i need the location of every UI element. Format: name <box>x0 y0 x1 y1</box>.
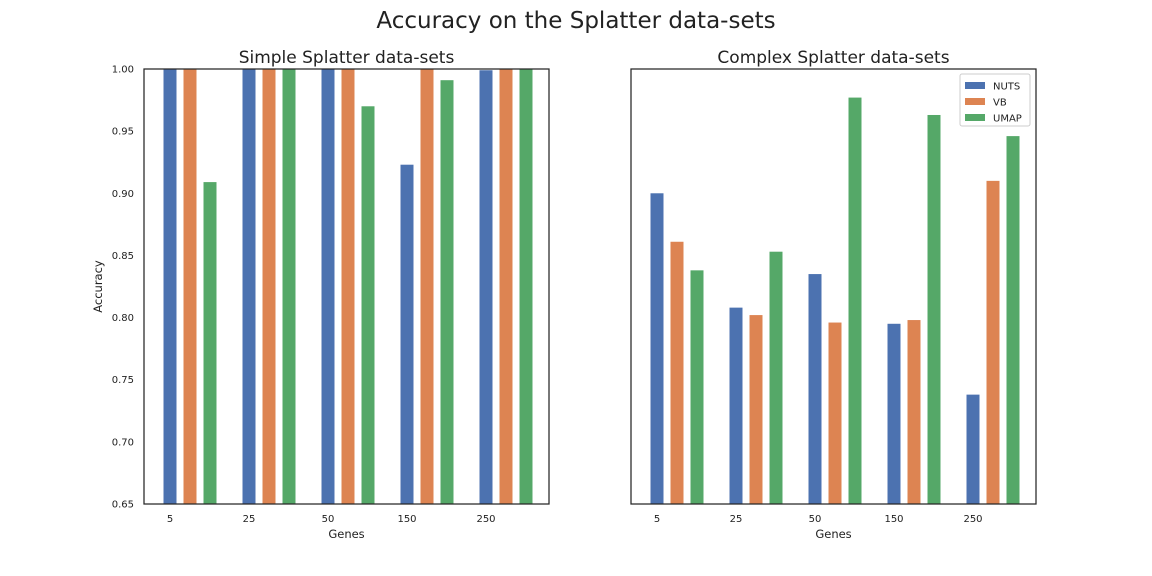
bar-umap-250 <box>1006 136 1020 504</box>
x-tick-label-250: 250 <box>476 514 495 525</box>
bar-nuts-250 <box>966 394 980 504</box>
x-tick-label-5: 5 <box>654 514 660 525</box>
bar-umap-250 <box>519 69 533 504</box>
y-tick-label: 0.80 <box>112 313 134 324</box>
bar-umap-5 <box>690 270 704 504</box>
chart-title: Complex Splatter data-sets <box>717 48 949 68</box>
y-tick-label: 1.00 <box>112 65 134 76</box>
bar-vb-50 <box>341 69 355 504</box>
bar-umap-25 <box>769 251 783 504</box>
y-tick-label: 0.75 <box>112 375 134 386</box>
bar-vb-25 <box>262 69 276 504</box>
bar-umap-50 <box>848 97 862 504</box>
axes-frame <box>143 68 550 505</box>
legend-swatch-vb <box>965 98 985 105</box>
x-tick-label-50: 50 <box>322 514 335 525</box>
bar-nuts-150 <box>887 323 901 504</box>
bar-nuts-5 <box>650 193 664 505</box>
x-axis-label: Genes <box>328 527 364 541</box>
legend-label-nuts: NUTS <box>993 82 1020 93</box>
y-tick-label: 0.90 <box>112 189 134 200</box>
x-tick-label-150: 150 <box>884 514 903 525</box>
chart-title: Simple Splatter data-sets <box>239 48 455 68</box>
x-tick-label-25: 25 <box>243 514 256 525</box>
x-tick-label-25: 25 <box>730 514 743 525</box>
bar-nuts-25 <box>242 69 256 504</box>
bar-vb-250 <box>499 69 513 504</box>
bar-umap-150 <box>440 80 454 504</box>
bar-nuts-25 <box>729 307 743 504</box>
bar-vb-50 <box>828 322 842 504</box>
chart-panel-2: Complex Splatter data-sets 5 25 50 150 250 Gen… <box>630 48 1037 541</box>
x-tick-label-50: 50 <box>809 514 822 525</box>
x-tick-label-250: 250 <box>963 514 982 525</box>
y-tick-label: 0.95 <box>112 127 134 138</box>
bar-umap-25 <box>282 69 296 504</box>
legend-label-vb: VB <box>993 98 1007 109</box>
y-tick-label: 0.85 <box>112 251 134 262</box>
axes-frame <box>630 68 1037 505</box>
y-tick-label: 0.65 <box>112 500 134 511</box>
y-axis-label: Accuracy <box>91 260 105 313</box>
y-tick-label: 0.70 <box>112 437 134 448</box>
bar-vb-5 <box>670 241 684 504</box>
bar-vb-250 <box>986 180 1000 504</box>
chart-panel-1: Simple Splatter data-sets 5 25 50 150 250 Gene… <box>91 48 550 541</box>
bar-nuts-250 <box>479 70 493 504</box>
bar-nuts-150 <box>400 164 414 504</box>
legend: NUTS VB UMAP <box>959 73 1031 127</box>
bar-nuts-5 <box>163 69 177 504</box>
x-tick-label-5: 5 <box>167 514 173 525</box>
legend-label-umap: UMAP <box>993 114 1022 125</box>
bar-nuts-50 <box>321 69 335 504</box>
legend-swatch-nuts <box>965 82 985 89</box>
bar-umap-5 <box>203 182 217 504</box>
bar-umap-150 <box>927 114 941 504</box>
x-tick-label-150: 150 <box>397 514 416 525</box>
figure-title: Accuracy on the Splatter data-sets <box>376 8 776 34</box>
x-axis-label: Genes <box>815 527 851 541</box>
bar-vb-5 <box>183 69 197 504</box>
legend-swatch-umap <box>965 114 985 121</box>
bar-nuts-50 <box>808 274 822 504</box>
bar-umap-50 <box>361 106 375 505</box>
bar-vb-150 <box>420 69 434 504</box>
bar-vb-150 <box>907 320 921 504</box>
bar-vb-25 <box>749 315 763 504</box>
